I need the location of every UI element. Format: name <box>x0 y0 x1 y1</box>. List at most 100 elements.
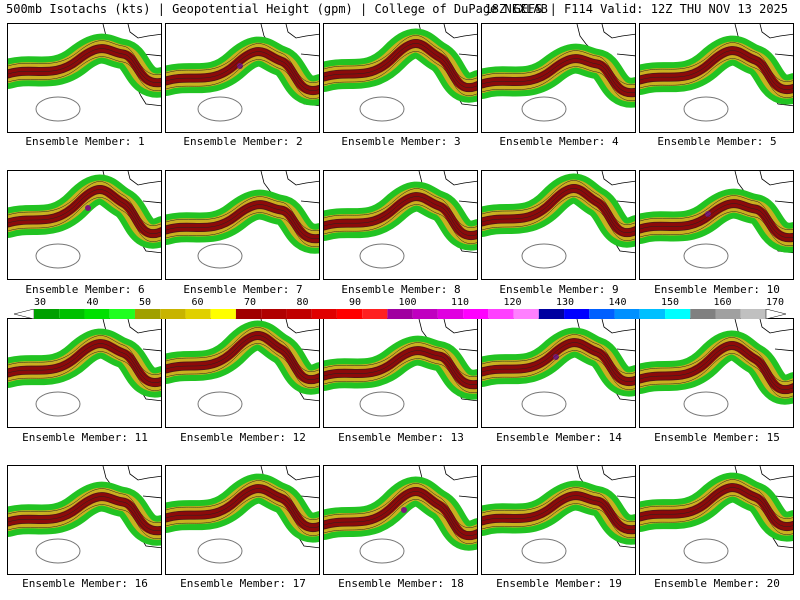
height-contour <box>482 54 635 89</box>
height-contour <box>640 203 793 238</box>
colorbar-swatch <box>185 309 211 319</box>
colorbar-tick-label: 60 <box>191 297 204 308</box>
ensemble-panel <box>7 23 162 133</box>
height-contour <box>166 55 319 95</box>
height-contour <box>166 492 319 532</box>
height-contour <box>482 334 635 374</box>
height-contour <box>8 193 161 238</box>
height-contour-low <box>683 96 729 122</box>
height-contour <box>8 48 161 83</box>
height-contour-low <box>359 391 405 417</box>
ensemble-panel <box>639 318 794 428</box>
ensemble-member-label: Ensemble Member: 4 <box>499 135 619 148</box>
height-contour-low <box>359 243 405 269</box>
height-contour <box>166 196 319 231</box>
height-contour <box>324 47 477 92</box>
ensemble-panel <box>481 23 636 133</box>
height-contour <box>640 58 793 98</box>
height-contour <box>324 483 477 528</box>
height-contour <box>8 488 161 523</box>
colorbar-tick-label: 150 <box>660 297 680 308</box>
height-contour <box>8 185 161 230</box>
ensemble-member-label: Ensemble Member: 11 <box>22 431 148 444</box>
ensemble-panel <box>481 465 636 575</box>
ensemble-member-label: Ensemble Member: 17 <box>180 577 306 590</box>
height-contour <box>640 42 793 82</box>
height-contour <box>8 504 161 539</box>
height-contour <box>482 180 635 225</box>
height-contour <box>324 350 477 385</box>
height-contour-low <box>35 538 81 564</box>
height-contour <box>324 495 477 540</box>
height-contour <box>482 495 635 530</box>
ensemble-member-label: Ensemble Member: 2 <box>183 135 303 148</box>
height-contour <box>166 51 319 91</box>
ensemble-member-label: Ensemble Member: 1 <box>25 135 145 148</box>
height-contour <box>166 331 319 376</box>
height-contour <box>166 59 319 99</box>
height-contour-low <box>197 391 243 417</box>
colorbar-tick-label: 50 <box>138 297 152 308</box>
height-contour <box>482 491 635 526</box>
height-contour <box>324 35 477 80</box>
height-contour-low <box>521 538 567 564</box>
height-contour <box>482 487 635 522</box>
height-contour <box>324 51 477 96</box>
height-contour <box>8 339 161 379</box>
chart-title: 500mb Isotachs (kts) | Geopotential Heig… <box>6 2 548 16</box>
ensemble-member-label: Ensemble Member: 5 <box>657 135 777 148</box>
colorbar-swatch <box>639 309 666 319</box>
colorbar-swatch <box>564 309 590 319</box>
height-contour <box>640 211 793 246</box>
height-contour-low <box>35 96 81 122</box>
colorbar-swatch <box>210 309 236 319</box>
colorbar-swatch <box>84 309 110 319</box>
height-contour <box>166 204 319 239</box>
height-contour-low <box>521 391 567 417</box>
height-contour-low <box>35 243 81 269</box>
colorbar-swatch <box>463 309 489 319</box>
colorbar-swatch <box>261 309 287 319</box>
height-contour <box>8 56 161 91</box>
colorbar-swatch <box>437 309 464 319</box>
height-contour <box>482 350 635 390</box>
height-contour <box>640 345 793 390</box>
colorbar-swatch <box>336 309 363 319</box>
height-contour <box>482 338 635 378</box>
ensemble-panel <box>323 465 478 575</box>
height-contour-low <box>683 243 729 269</box>
height-contour <box>324 358 477 393</box>
ensemble-panel <box>7 318 162 428</box>
height-contour <box>166 212 319 247</box>
height-contour <box>324 346 477 381</box>
colorbar-tick-label: 140 <box>608 297 627 308</box>
height-contour <box>166 43 319 83</box>
colorbar-tick-label: 170 <box>765 297 785 308</box>
height-contour-low <box>197 538 243 564</box>
colorbar-tick-label: 90 <box>348 297 362 308</box>
height-contour <box>324 192 477 232</box>
height-contour <box>640 207 793 242</box>
height-contour <box>640 195 793 230</box>
ensemble-member-label: Ensemble Member: 16 <box>22 577 148 590</box>
height-contour <box>8 44 161 79</box>
colorbar-tick-label: 100 <box>398 297 417 308</box>
height-contour <box>166 208 319 243</box>
jet-max-core <box>85 205 91 211</box>
ensemble-panel <box>323 23 478 133</box>
height-contour <box>324 196 477 236</box>
height-contour <box>640 50 793 90</box>
colorbar-swatch <box>34 309 60 319</box>
height-contour <box>482 66 635 101</box>
height-contour-low <box>197 96 243 122</box>
colorbar-swatch <box>311 309 337 319</box>
height-contour <box>166 480 319 520</box>
colorbar <box>14 309 786 319</box>
ensemble-panel <box>7 170 162 280</box>
ensemble-member-label: Ensemble Member: 20 <box>654 577 780 590</box>
colorbar-tick-label: 130 <box>555 297 575 308</box>
ensemble-member-label: Ensemble Member: 10 <box>654 283 780 296</box>
ensemble-member-label: Ensemble Member: 7 <box>183 283 303 296</box>
height-contour <box>640 479 793 519</box>
colorbar-swatch <box>740 309 766 319</box>
